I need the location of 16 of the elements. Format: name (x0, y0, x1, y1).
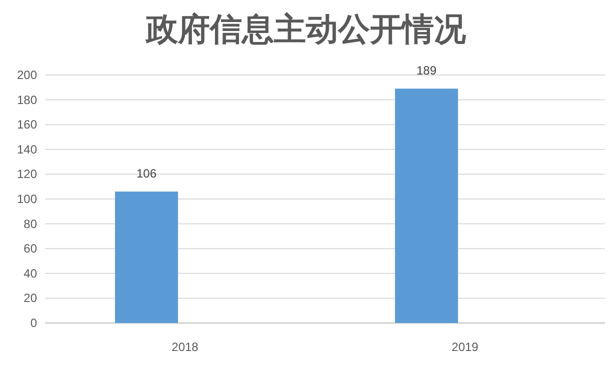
y-tick-label: 60 (24, 242, 38, 256)
data-label: 189 (416, 64, 437, 78)
y-tick-label: 160 (16, 118, 38, 132)
x-tick-label: 2019 (452, 340, 479, 354)
y-tick-label: 120 (16, 167, 38, 182)
y-tick-label: 200 (16, 68, 38, 82)
y-tick-label: 180 (16, 92, 38, 107)
y-tick-label: 0 (30, 316, 38, 330)
y-tick-label: 20 (24, 291, 38, 306)
x-tick-label: 2018 (172, 340, 199, 354)
y-tick-label: 40 (24, 266, 38, 280)
y-tick-label: 80 (24, 216, 38, 231)
chart-title: 政府信息主动公开情况 (145, 11, 467, 47)
y-tick-label: 140 (16, 142, 38, 156)
y-tick-label: 100 (16, 192, 38, 206)
data-label: 106 (136, 166, 157, 181)
